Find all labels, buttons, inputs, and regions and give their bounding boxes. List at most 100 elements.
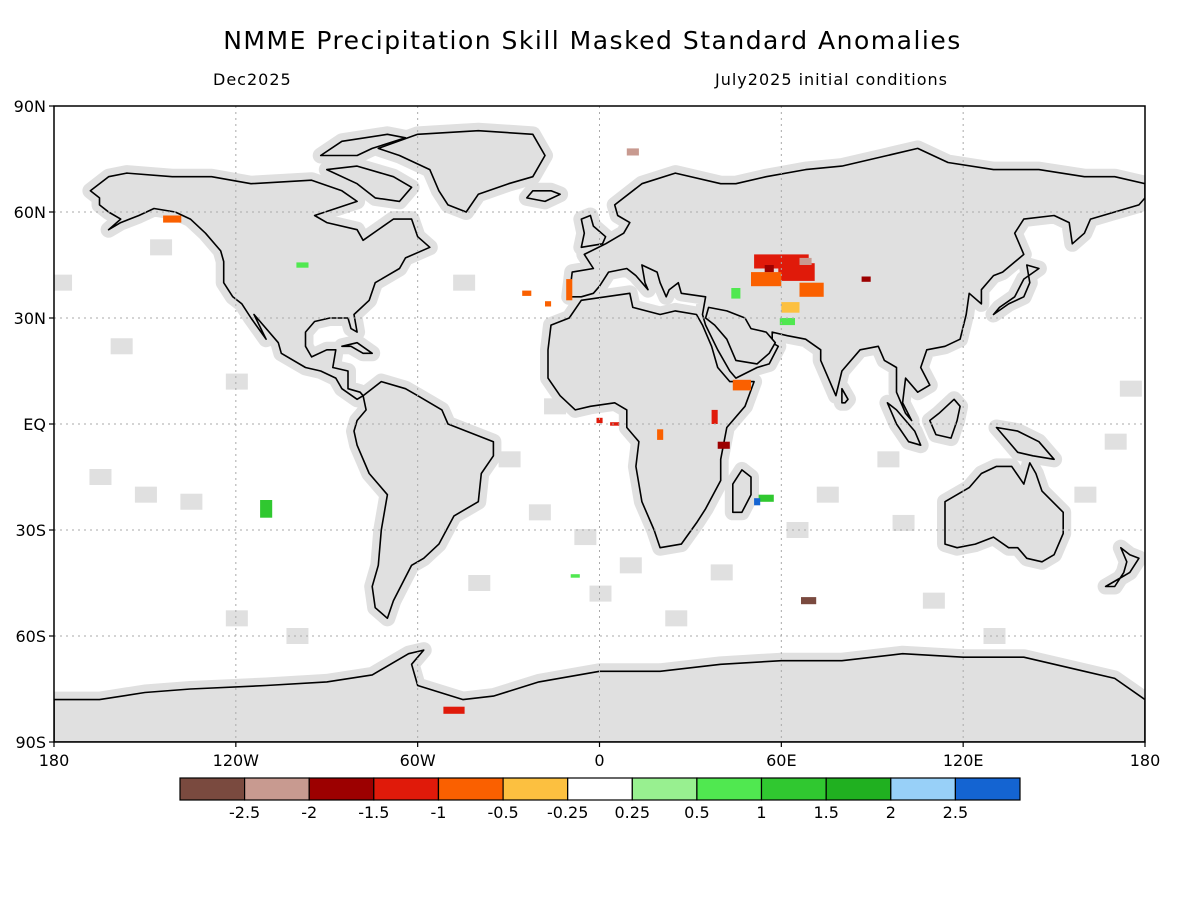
skill-mask-blob-1 <box>180 493 203 510</box>
forecast-month: Dec2025 <box>213 70 292 89</box>
lon-tick-label-6: 180 <box>1130 751 1161 770</box>
skill-mask-blob-17 <box>1104 433 1127 450</box>
lat-tick-label-0: 90N <box>14 97 46 116</box>
skill-mask-blob-18 <box>1119 380 1142 397</box>
colorbar-swatch-3 <box>373 777 439 801</box>
anomaly-patch-23 <box>754 498 761 506</box>
anomaly-patch-14 <box>545 301 552 307</box>
colorbar-swatch-8 <box>696 777 763 801</box>
map-title: NMME Precipitation Skill Masked Standard… <box>223 26 962 55</box>
skill-mask-blob-7 <box>528 504 551 521</box>
lon-tick-label-5: 120E <box>943 751 984 770</box>
skill-mask-blob-15 <box>892 514 915 531</box>
anomaly-patch-5 <box>764 265 774 273</box>
skill-mask-blob-13 <box>816 486 839 503</box>
skill-mask-blob-23 <box>589 585 612 602</box>
colorbar-label-4: -0.5 <box>487 803 518 822</box>
anomaly-patch-27 <box>443 706 465 714</box>
lat-tick-label-5: 60S <box>15 627 46 646</box>
skill-mask-blob-9 <box>574 529 597 546</box>
anomaly-patch-25 <box>260 500 273 518</box>
skill-mask-blob-24 <box>665 610 688 627</box>
lon-tick-label-0: 180 <box>39 751 70 770</box>
initial-conditions: July2025 initial conditions <box>715 70 948 89</box>
skill-mask-blob-26 <box>983 628 1006 644</box>
colorbar-label-6: 0.25 <box>614 803 650 822</box>
colorbar-swatch-4 <box>437 777 504 801</box>
colorbar-label-9: 1.5 <box>813 803 838 822</box>
anomaly-patch-7 <box>779 318 795 326</box>
coastline-south-america <box>353 380 495 620</box>
skill-mask-blob-5 <box>89 469 112 485</box>
coastline-cuba <box>341 341 373 355</box>
lat-tick-label-3: EQ <box>23 415 46 434</box>
anomaly-patch-19 <box>596 417 603 424</box>
anomaly-patch-16 <box>732 379 751 391</box>
skill-mask-blob-2 <box>225 373 248 390</box>
coastline-iceland <box>526 190 561 203</box>
coastline-greenland <box>377 129 546 213</box>
lon-tick-label-2: 60W <box>400 751 436 770</box>
colorbar-swatch-9 <box>760 777 827 801</box>
skill-mask-blob-20 <box>150 239 173 256</box>
lon-tick-label-1: 120W <box>213 751 260 770</box>
anomaly-patch-15 <box>566 279 573 301</box>
anomaly-patch-4 <box>799 257 812 265</box>
coastline-north-america <box>89 172 431 401</box>
lon-tick-label-3: 0 <box>594 751 604 770</box>
anomaly-patch-11 <box>163 215 182 223</box>
skill-mask-blob-25 <box>922 592 945 609</box>
anomaly-patch-12 <box>296 262 309 268</box>
colorbar-swatch-12 <box>954 777 1021 801</box>
skill-mask-blob-10 <box>619 557 642 574</box>
anomaly-patch-17 <box>711 409 718 424</box>
coastline-japan <box>992 264 1040 316</box>
anomaly-patch-24 <box>801 597 817 605</box>
anomaly-patches-layer <box>163 148 871 714</box>
anomaly-patch-13 <box>522 290 532 296</box>
anomaly-patch-6 <box>781 302 800 313</box>
anomaly-patch-26 <box>570 574 580 578</box>
colorbar-label-11: 2.5 <box>943 803 968 822</box>
anomaly-patch-2 <box>751 272 782 287</box>
colorbar-label-8: 1 <box>756 803 766 822</box>
colorbar-label-7: 0.5 <box>684 803 709 822</box>
coastline-antarctica <box>54 649 1145 742</box>
colorbar-swatch-0 <box>179 777 246 801</box>
coastline-borneo <box>929 398 961 439</box>
lat-tick-label-4: 30S <box>15 521 46 540</box>
graticule <box>54 106 1145 742</box>
coastline-sri-lanka <box>841 387 849 404</box>
skill-mask-blob-8 <box>544 398 567 415</box>
coastline-arabia-patch <box>704 306 777 365</box>
colorbar-swatch-1 <box>244 777 310 801</box>
anomaly-patch-3 <box>799 282 824 297</box>
colorbar-swatch-2 <box>308 777 375 801</box>
lat-tick-label-2: 30N <box>14 309 46 328</box>
colorbar-label-3: -1 <box>431 803 447 822</box>
colorbar-swatch-5 <box>502 777 569 801</box>
skill-mask-blob-22 <box>453 274 476 291</box>
skill-mask-blob-27 <box>225 610 248 627</box>
skill-mask-blob-6 <box>498 451 521 468</box>
coastline-baffin <box>326 165 413 203</box>
colorbar-label-5: -0.25 <box>547 803 588 822</box>
anomaly-patch-22 <box>758 494 774 502</box>
anomaly-patch-1 <box>754 254 809 269</box>
skill-mask-blob-4 <box>110 338 133 355</box>
colorbar-swatch-10 <box>825 777 892 801</box>
anomaly-patch-8 <box>731 288 741 299</box>
anomaly-patch-21 <box>657 429 664 440</box>
continents-layer <box>54 129 1145 742</box>
coastline-sumatra <box>886 402 922 446</box>
skill-mask-blob-14 <box>877 451 900 468</box>
colorbar-label-10: 2 <box>886 803 896 822</box>
skill-mask-blob-19 <box>54 274 73 291</box>
anomaly-patch-20 <box>610 422 620 426</box>
lat-tick-label-6: 90S <box>15 733 46 752</box>
lat-tick-label-1: 60N <box>14 203 46 222</box>
coastline-new-guinea <box>995 426 1055 461</box>
colorbar-label-0: -2.5 <box>229 803 260 822</box>
